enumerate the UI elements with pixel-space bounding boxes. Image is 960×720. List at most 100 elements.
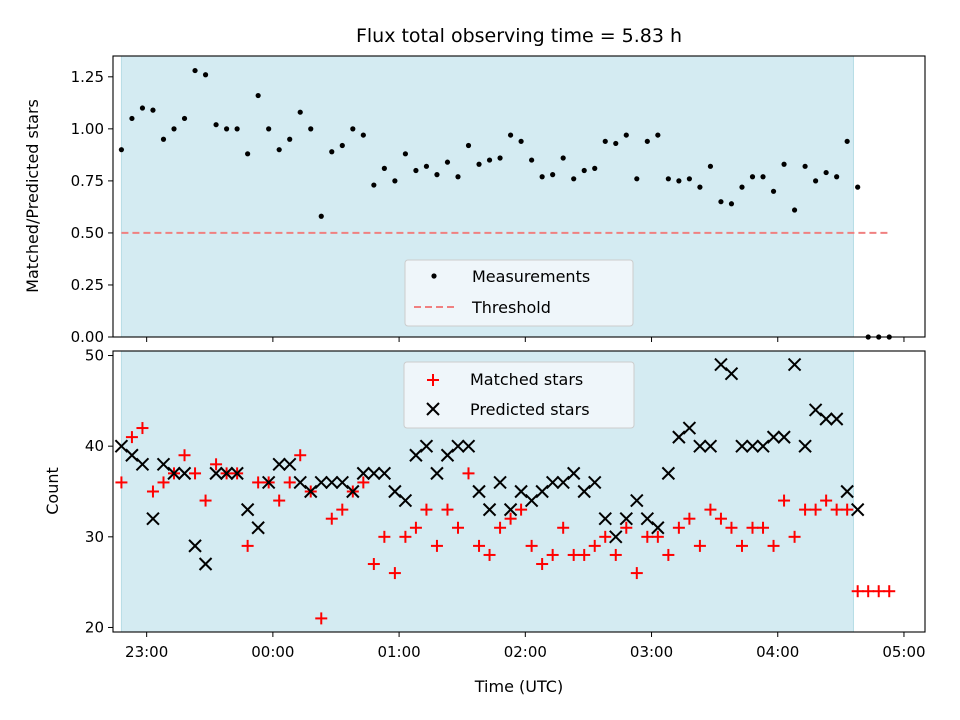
measurement-point [602,138,608,144]
matched-stars-point [420,503,433,516]
matched-stars-point [294,449,307,462]
predicted-stars-point [198,557,213,571]
matched-stars-point [451,521,464,534]
predicted-stars-point [524,493,539,508]
x-tick-label: 01:00 [377,643,420,661]
measurement-point [728,201,735,207]
predicted-stars-point [787,357,802,372]
predicted-stars-point [640,511,655,526]
matched-stars-point [588,539,601,552]
measurement-point [592,165,598,171]
measurement-point [150,107,156,113]
matched-stars-point [430,539,443,552]
measurement-point [234,126,240,132]
predicted-stars-point [514,484,528,499]
predicted-stars-point [177,466,192,481]
measurement-point [613,140,619,147]
bottom-legend: Matched stars Predicted stars [403,361,635,429]
matched-stars-point [525,539,538,552]
predicted-stars-point [850,502,865,517]
predicted-stars-point [829,412,844,426]
matched-stars-point [851,585,864,598]
measurement-point [371,182,377,188]
measurement-point [402,151,409,157]
matched-stars-point [462,467,475,480]
predicted-stars-point [325,475,339,490]
measurement-point [181,115,188,122]
predicted-stars-point [735,439,749,453]
x-tick-label: 04:00 [756,643,799,661]
predicted-stars-point [472,484,486,499]
bottom-y-tick-label: 30 [85,528,104,546]
legend-matched-marker [427,374,439,386]
matched-stars-point [146,485,159,498]
measurement-point [339,142,345,149]
matched-stars-point [662,548,675,561]
matched-stars-point [651,530,664,543]
measurement-point [297,109,303,115]
measurement-point [276,147,282,153]
matched-stars-point [388,567,401,580]
predicted-stars-point [293,475,307,490]
matched-stars-point [504,512,517,525]
predicted-stars-point [693,439,707,453]
matched-stars-point [536,558,549,571]
matched-stars-point [609,548,622,561]
measurement-point [623,132,629,138]
x-tick-label: 00:00 [251,643,294,661]
measurement-point [465,142,472,149]
measurement-point [813,178,819,184]
measurement-point [192,67,198,74]
matched-stars-point [820,494,833,507]
predicted-stars-point [377,466,392,481]
matched-stars-point [778,494,791,507]
matched-stars-point [746,521,759,534]
predicted-stars-point [219,466,234,481]
top-y-axis-label: Matched/Predicted stars [23,99,42,293]
measurement-point [770,188,777,194]
matched-stars-point [841,503,854,516]
predicted-stars-point [156,457,171,472]
measurement-point [350,126,356,132]
legend-threshold-label: Threshold [471,298,551,317]
measurement-point [266,126,272,132]
measurement-point [634,176,640,182]
measurement-point [718,199,724,205]
predicted-stars-point [661,466,676,481]
measurement-point [381,165,387,171]
matched-stars-point [273,494,286,507]
top-y-tick-label: 0.50 [71,224,104,242]
matched-stars-point [767,539,780,552]
measurement-point [213,122,219,128]
matched-stars-point [546,548,559,561]
measurement-point [223,126,230,132]
predicted-stars-point [209,466,223,481]
matched-stars-point [862,585,875,598]
matched-stars-point [799,503,812,516]
predicted-stars-point [798,439,812,453]
measurement-point [529,157,535,163]
measurement-point [571,176,577,182]
predicted-stars-point [619,511,633,526]
matched-stars-point [325,512,338,525]
measurement-point [802,163,808,169]
measurement-point [676,178,682,184]
x-tick-label: 02:00 [504,643,547,661]
predicted-stars-point [545,475,560,490]
matched-stars-point [630,567,643,580]
measurement-point [202,72,209,78]
matched-stars-point [693,539,706,552]
measurement-point [434,172,440,178]
measurement-point [655,132,661,138]
predicted-stars-point [356,466,371,481]
predicted-stars-point [493,475,507,490]
predicted-stars-point [840,484,854,499]
matched-stars-point [830,503,843,516]
predicted-stars-point [188,539,202,553]
legend-predicted-label: Predicted stars [470,400,590,419]
x-tick-label: 03:00 [630,643,673,661]
measurement-point [749,174,756,180]
measurement-point [455,174,461,180]
predicted-stars-point [819,412,833,426]
